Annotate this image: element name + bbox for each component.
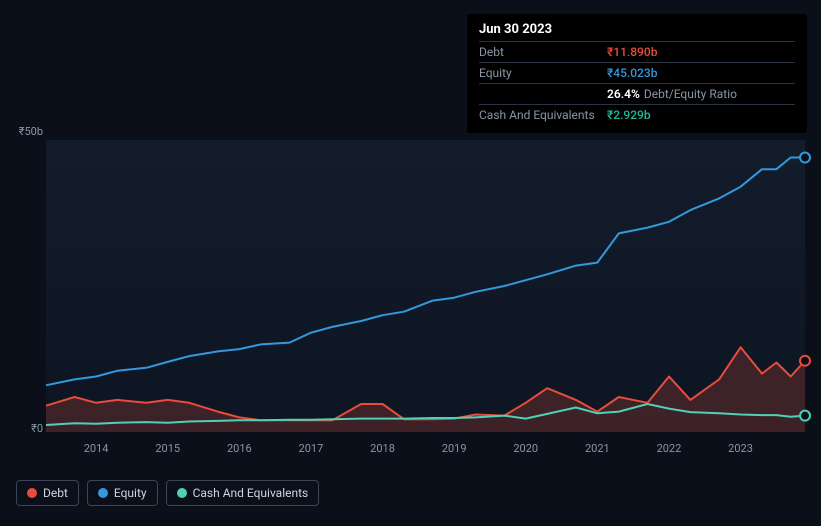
tooltip-row-ratio: 26.4% Debt/Equity Ratio [479, 83, 795, 104]
legend-dot-cash [177, 488, 187, 498]
tooltip-date: Jun 30 2023 [479, 22, 795, 41]
x-tick: 2016 [227, 442, 252, 455]
legend-dot-equity [98, 488, 108, 498]
tooltip-row-cash: Cash And Equivalents ₹2.929b [479, 104, 795, 125]
chart-area: ₹50b ₹0 2014 2015 2016 2017 2018 2019 2020 2021… [16, 128, 805, 468]
x-tick: 2015 [155, 442, 180, 455]
legend-item-cash[interactable]: Cash And Equivalents [166, 480, 320, 506]
legend-label-cash: Cash And Equivalents [193, 486, 309, 500]
tooltip-value-cash: ₹2.929b [607, 108, 651, 122]
x-tick: 2020 [513, 442, 538, 455]
chart-plot[interactable] [46, 140, 805, 432]
tooltip-label-ratio [479, 87, 607, 101]
x-tick: 2018 [370, 442, 395, 455]
tooltip-row-equity: Equity ₹45.023b [479, 62, 795, 83]
tooltip-value-debt: ₹11.890b [607, 45, 657, 59]
x-tick: 2022 [657, 442, 682, 455]
tooltip-row-debt: Debt ₹11.890b [479, 41, 795, 62]
ratio-percent: 26.4% [607, 87, 640, 101]
legend-label-debt: Debt [43, 486, 68, 500]
x-tick: 2014 [84, 442, 109, 455]
ratio-label: Debt/Equity Ratio [644, 87, 737, 101]
y-axis-label-top: ₹50b [19, 125, 43, 138]
legend-item-equity[interactable]: Equity [87, 480, 158, 506]
y-axis-label-bottom: ₹0 [31, 422, 43, 435]
x-tick: 2021 [585, 442, 610, 455]
chart-tooltip: Jun 30 2023 Debt ₹11.890b Equity ₹45.023… [467, 14, 807, 133]
x-tick: 2017 [299, 442, 324, 455]
legend-item-debt[interactable]: Debt [16, 480, 79, 506]
tooltip-value-ratio: 26.4% Debt/Equity Ratio [607, 87, 737, 101]
tooltip-value-equity: ₹45.023b [607, 66, 657, 80]
tooltip-label-debt: Debt [479, 45, 607, 59]
x-tick: 2023 [728, 442, 753, 455]
tooltip-label-equity: Equity [479, 66, 607, 80]
chart-legend: Debt Equity Cash And Equivalents [16, 480, 319, 506]
x-axis: 2014 2015 2016 2017 2018 2019 2020 2021 2022 2023 [46, 440, 805, 460]
legend-label-equity: Equity [114, 486, 147, 500]
tooltip-label-cash: Cash And Equivalents [479, 108, 607, 122]
x-tick: 2019 [442, 442, 467, 455]
legend-dot-debt [27, 488, 37, 498]
